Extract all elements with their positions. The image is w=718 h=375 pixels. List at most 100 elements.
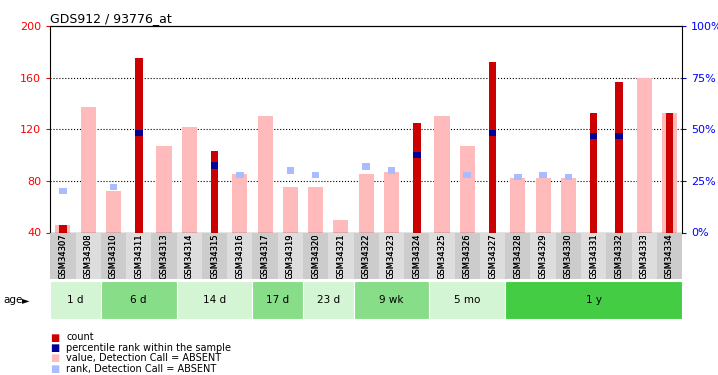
Bar bbox=[531, 232, 556, 279]
Bar bbox=[110, 184, 117, 190]
Bar bbox=[202, 232, 227, 279]
Bar bbox=[514, 174, 521, 180]
Text: GSM34320: GSM34320 bbox=[311, 233, 320, 279]
Bar bbox=[505, 281, 682, 319]
Text: GSM34330: GSM34330 bbox=[564, 233, 573, 279]
Bar bbox=[177, 232, 202, 279]
Bar bbox=[632, 232, 657, 279]
Text: GSM34332: GSM34332 bbox=[615, 233, 623, 279]
Text: GSM34328: GSM34328 bbox=[513, 233, 522, 279]
Text: ►: ► bbox=[22, 295, 29, 305]
Bar bbox=[666, 112, 673, 232]
Bar bbox=[303, 232, 328, 279]
Bar bbox=[590, 112, 597, 232]
Text: GSM34313: GSM34313 bbox=[159, 233, 169, 279]
Text: ■: ■ bbox=[50, 333, 60, 342]
Bar bbox=[429, 281, 505, 319]
Bar bbox=[388, 167, 395, 174]
Bar bbox=[379, 232, 404, 279]
Bar bbox=[615, 133, 623, 139]
Bar bbox=[236, 171, 243, 178]
Bar bbox=[55, 225, 70, 232]
Bar bbox=[283, 188, 298, 232]
Bar bbox=[232, 174, 248, 232]
Text: 23 d: 23 d bbox=[317, 295, 340, 305]
Bar bbox=[312, 171, 320, 178]
Text: GSM34323: GSM34323 bbox=[387, 233, 396, 279]
Bar bbox=[454, 232, 480, 279]
Text: GSM34319: GSM34319 bbox=[286, 233, 295, 279]
Text: GSM34322: GSM34322 bbox=[362, 233, 370, 279]
Text: GSM34314: GSM34314 bbox=[185, 233, 194, 279]
Text: ■: ■ bbox=[50, 354, 60, 363]
Bar bbox=[413, 152, 421, 158]
Bar bbox=[211, 162, 218, 169]
Bar bbox=[286, 167, 294, 174]
Bar bbox=[258, 117, 273, 232]
Bar bbox=[135, 58, 142, 232]
Bar bbox=[384, 172, 399, 232]
Text: 6 d: 6 d bbox=[131, 295, 147, 305]
Bar bbox=[510, 178, 526, 232]
Text: GSM34323: GSM34323 bbox=[387, 233, 396, 279]
Bar bbox=[328, 232, 353, 279]
Text: GSM34315: GSM34315 bbox=[210, 233, 219, 279]
Bar bbox=[211, 151, 218, 232]
Bar bbox=[564, 174, 572, 180]
Text: GSM34313: GSM34313 bbox=[159, 233, 169, 279]
Bar bbox=[489, 130, 496, 136]
Bar bbox=[505, 232, 531, 279]
Bar bbox=[182, 127, 197, 232]
Bar bbox=[151, 232, 177, 279]
Text: GSM34311: GSM34311 bbox=[134, 233, 143, 279]
Text: GSM34320: GSM34320 bbox=[311, 233, 320, 279]
Text: GSM34310: GSM34310 bbox=[109, 233, 118, 279]
Bar bbox=[464, 171, 471, 178]
Text: 1 d: 1 d bbox=[67, 295, 84, 305]
Text: GSM34328: GSM34328 bbox=[513, 233, 522, 279]
Bar bbox=[434, 117, 449, 232]
Text: GSM34321: GSM34321 bbox=[337, 233, 345, 279]
Text: 9 wk: 9 wk bbox=[379, 295, 404, 305]
Text: GSM34308: GSM34308 bbox=[84, 233, 93, 279]
Text: GSM34307: GSM34307 bbox=[58, 233, 67, 279]
Text: 17 d: 17 d bbox=[266, 295, 289, 305]
Bar bbox=[358, 174, 374, 232]
Bar bbox=[303, 281, 353, 319]
Text: GSM34321: GSM34321 bbox=[337, 233, 345, 279]
Bar bbox=[227, 232, 253, 279]
Bar bbox=[75, 232, 101, 279]
Bar bbox=[662, 112, 677, 232]
Text: GDS912 / 93776_at: GDS912 / 93776_at bbox=[50, 12, 172, 25]
Text: GSM34325: GSM34325 bbox=[437, 233, 447, 279]
Bar bbox=[556, 232, 581, 279]
Text: GSM34316: GSM34316 bbox=[236, 233, 244, 279]
Text: GSM34329: GSM34329 bbox=[538, 233, 548, 279]
Bar bbox=[126, 232, 151, 279]
Bar bbox=[489, 62, 496, 232]
Text: value, Detection Call = ABSENT: value, Detection Call = ABSENT bbox=[66, 354, 221, 363]
Text: ■: ■ bbox=[50, 343, 60, 353]
Bar bbox=[253, 232, 278, 279]
Text: GSM34334: GSM34334 bbox=[665, 233, 674, 279]
Bar bbox=[50, 281, 101, 319]
Bar bbox=[590, 133, 597, 139]
Text: GSM34324: GSM34324 bbox=[412, 233, 421, 279]
Bar bbox=[606, 232, 632, 279]
Text: GSM34317: GSM34317 bbox=[261, 233, 269, 279]
Bar bbox=[637, 78, 652, 232]
Bar bbox=[363, 163, 370, 170]
Bar bbox=[135, 130, 142, 136]
Bar bbox=[80, 108, 95, 232]
Bar bbox=[50, 232, 75, 279]
Bar bbox=[157, 146, 172, 232]
Text: GSM34317: GSM34317 bbox=[261, 233, 269, 279]
Bar bbox=[177, 281, 253, 319]
Text: GSM34307: GSM34307 bbox=[58, 233, 67, 279]
Bar bbox=[666, 163, 673, 170]
Text: GSM34327: GSM34327 bbox=[488, 233, 497, 279]
Text: GSM34311: GSM34311 bbox=[134, 233, 143, 279]
Bar bbox=[460, 146, 475, 232]
Text: GSM34316: GSM34316 bbox=[236, 233, 244, 279]
Bar bbox=[615, 82, 623, 232]
